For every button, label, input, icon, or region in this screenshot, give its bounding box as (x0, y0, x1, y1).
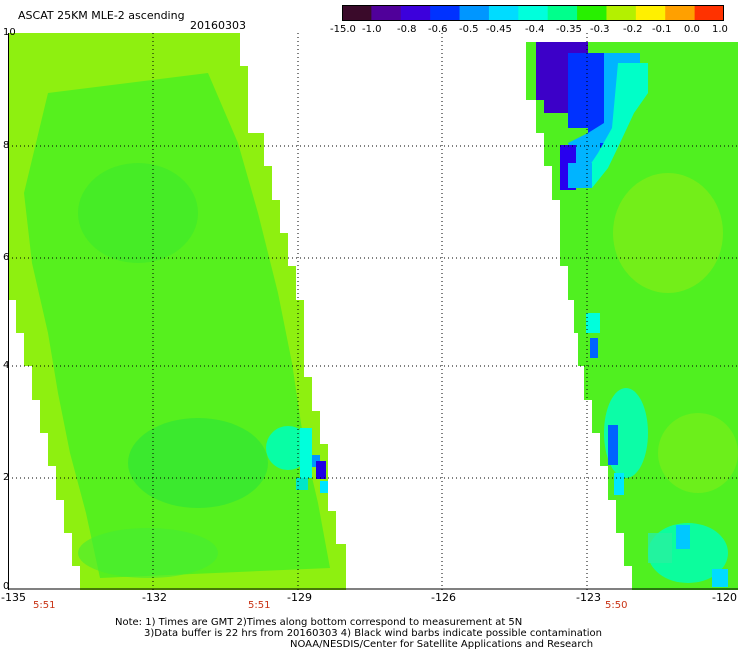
green-patch (613, 173, 723, 293)
colorbar-label: -0.5 (459, 24, 479, 35)
blue-cell (590, 338, 598, 358)
colorbar-label: -0.4 (525, 24, 545, 35)
colorbar-swatch (488, 5, 519, 21)
colorbar-label: 1.0 (712, 24, 728, 35)
green-patch (128, 418, 268, 508)
green-patch (78, 528, 218, 578)
colorbar-swatch (665, 5, 696, 21)
right-swath (526, 42, 738, 590)
footer-note-line2: 3)Data buffer is 22 hrs from 20160303 4)… (144, 628, 602, 639)
colorbar-label: -0.1 (652, 24, 672, 35)
map-title: ASCAT 25KM MLE-2 ascending (18, 9, 185, 22)
colorbar-label: 0.0 (684, 24, 700, 35)
colorbar (342, 5, 724, 21)
colorbar-swatch (606, 5, 637, 21)
pass-time-label: 5:51 (248, 600, 271, 611)
y-tick-label: 0 (3, 581, 10, 592)
colorbar-label: -15.0 (330, 24, 356, 35)
deep-blue-cell (316, 461, 326, 479)
colorbar-swatch (342, 5, 372, 21)
colorbar-swatch (577, 5, 607, 21)
y-tick-label: 10 (3, 27, 16, 38)
light-blue-cell (676, 525, 690, 549)
map-panel (8, 33, 738, 590)
colorbar-border (342, 5, 724, 21)
x-tick-label: -123 (576, 591, 601, 604)
colorbar-label: -0.45 (486, 24, 512, 35)
y-tick-label: 2 (3, 472, 10, 483)
colorbar-label: -0.8 (397, 24, 417, 35)
y-tick-label: 4 (3, 360, 10, 371)
cyan-band (578, 63, 648, 188)
cyan-patch (266, 426, 310, 470)
colorbar-swatch (518, 5, 549, 21)
colorbar-swatch (635, 5, 666, 21)
colorbar-label: -0.35 (556, 24, 582, 35)
colorbar-swatches (342, 5, 724, 21)
light-blue-cell (568, 163, 592, 188)
pass-time-label: 5:51 (33, 600, 56, 611)
colorbar-swatch (371, 5, 402, 21)
cyan-cell (320, 481, 328, 493)
footer-credit: NOAA/NESDIS/Center for Satellite Applica… (290, 639, 594, 650)
colorbar-swatch (430, 5, 461, 21)
blue-cell (608, 425, 618, 465)
x-tick-label: -129 (287, 591, 312, 604)
y-tick-label: 6 (3, 252, 10, 263)
colorbar-label: -0.3 (590, 24, 610, 35)
left-swath (8, 33, 346, 590)
colorbar-swatch (400, 5, 431, 21)
swath-map (8, 33, 738, 590)
x-tick-label: -132 (142, 591, 167, 604)
pass-time-label: 5:50 (605, 600, 628, 611)
colorbar-label: -1.0 (362, 24, 382, 35)
green-patch (658, 413, 738, 493)
grid-lines (8, 33, 738, 590)
colorbar-swatch (547, 5, 578, 21)
colorbar-swatch (459, 5, 490, 21)
light-blue-cell (712, 569, 728, 587)
footer-note-line1: Note: 1) Times are GMT 2)Times along bot… (115, 617, 523, 628)
cyan-cell (300, 428, 312, 478)
x-tick-label: -126 (431, 591, 456, 604)
colorbar-label: -0.2 (623, 24, 643, 35)
x-tick-label: -120 (712, 591, 737, 604)
y-tick-label: 8 (3, 140, 10, 151)
map-date: 20160303 (190, 19, 246, 32)
right-swath-fill (526, 42, 738, 590)
colorbar-swatch (694, 5, 724, 21)
cyan-cell (648, 533, 672, 563)
colorbar-label: -0.6 (428, 24, 448, 35)
cyan-cell (586, 313, 600, 333)
x-tick-label: -135 (1, 591, 26, 604)
cyan-cell (614, 473, 624, 495)
green-patch (78, 163, 198, 263)
cyan-cell (296, 478, 308, 490)
